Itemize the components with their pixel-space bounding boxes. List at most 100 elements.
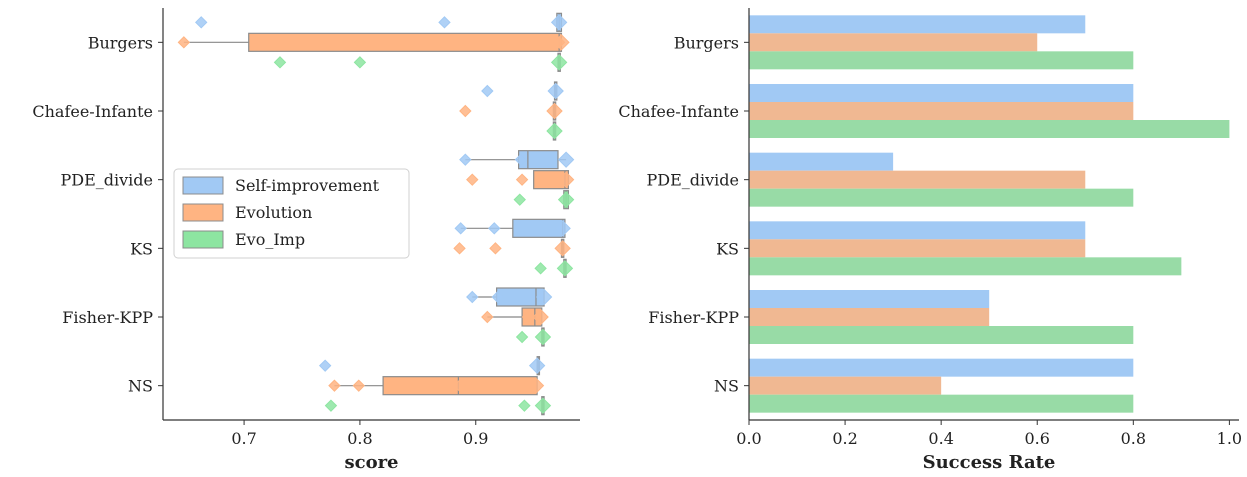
- box-data-point: [177, 36, 191, 49]
- bar-series-evolution: [749, 33, 1134, 395]
- box-data-point: [353, 56, 367, 69]
- box-body: [248, 32, 563, 52]
- box-data-point: [489, 242, 502, 255]
- bar-evo-imp-fisher-kpp: [749, 326, 1134, 344]
- box-data-point: [535, 288, 553, 306]
- box-evo-imp-fisher-kpp: [515, 327, 552, 347]
- bar-self-improvement-ks: [749, 221, 1086, 240]
- left-category-label-pde-divide: PDE_divide: [61, 171, 154, 190]
- legend-label-evo-imp: Evo_Imp: [235, 230, 305, 249]
- bar-self-improvement-burgers: [749, 15, 1086, 34]
- bar-series-evo-imp: [749, 51, 1230, 413]
- bar-self-improvement-ns: [749, 358, 1134, 377]
- box-data-point: [453, 242, 466, 255]
- right-x-tick-label: 1.0: [1217, 429, 1242, 448]
- box-data-point: [515, 330, 529, 344]
- right-category-label-fisher-kpp: Fisher-KPP: [648, 308, 739, 327]
- box-data-point: [273, 56, 287, 69]
- box-data-point: [528, 357, 546, 374]
- bar-evolution-ns: [749, 376, 942, 395]
- box-data-point: [352, 379, 365, 392]
- box-data-point: [488, 222, 501, 235]
- bar-evo-imp-chafee-infante: [749, 120, 1230, 138]
- bar-self-improvement-fisher-kpp: [749, 290, 990, 308]
- box-data-point: [546, 102, 563, 120]
- box-data-point: [513, 193, 526, 206]
- legend-frame: [173, 168, 410, 259]
- left-x-tick-label: 0.8: [347, 429, 372, 448]
- legend-label-evolution: Evolution: [235, 203, 312, 222]
- box-data-point: [438, 16, 451, 29]
- box-evo-imp-burgers: [273, 52, 568, 72]
- box-data-point: [534, 397, 552, 414]
- left-category-label-ks: KS: [130, 239, 153, 258]
- box-data-point: [534, 262, 547, 275]
- box-evolution-burgers: [177, 32, 570, 52]
- box-evo-imp-ns: [324, 396, 552, 416]
- right-category-label-pde-divide: PDE_divide: [647, 171, 740, 190]
- bar-evo-imp-pde-divide: [749, 188, 1134, 207]
- box-evolution-ns: [328, 376, 545, 396]
- score-boxplot-chart: 0.7 0.8 0.9 score Burgers Chafee-Infante PDE_d…: [32, 8, 580, 473]
- right-x-tick-label: 0.2: [832, 429, 857, 448]
- box-self-improvement-fisher-kpp: [466, 287, 553, 307]
- success-rate-bar-chart: 0.0 0.2 0.4 0.6 0.8 1.0 Success Rate Burgers Cha…: [618, 8, 1242, 473]
- legend-swatch-self-improvement: [182, 176, 224, 195]
- box-data-point: [481, 84, 494, 98]
- box-data-point: [515, 173, 529, 186]
- box-data-point: [534, 328, 552, 346]
- box-data-point: [557, 171, 575, 188]
- box-series-self-improvement: [195, 12, 575, 376]
- box-evo-imp-pde-divide: [513, 190, 575, 210]
- box-data-point: [521, 310, 535, 324]
- box-data-point: [459, 153, 472, 166]
- left-x-tick-label: 0.9: [463, 429, 488, 448]
- box-data-point: [546, 122, 563, 140]
- box-data-point: [554, 220, 571, 237]
- box-data-point: [554, 240, 571, 257]
- box-data-point: [527, 377, 545, 394]
- right-x-tick-label: 0.0: [736, 429, 761, 448]
- left-category-label-fisher-kpp: Fisher-KPP: [62, 308, 153, 327]
- right-category-label-burgers: Burgers: [674, 33, 739, 52]
- bar-evo-imp-ns: [749, 394, 1134, 413]
- bar-evolution-ks: [749, 239, 1086, 258]
- box-self-improvement-burgers: [195, 12, 568, 32]
- box-series-evo-imp: [273, 52, 575, 416]
- bar-series-self-improvement: [749, 15, 1134, 377]
- box-data-point: [547, 82, 564, 100]
- box-data-point: [324, 399, 338, 412]
- box-data-point: [453, 379, 466, 392]
- left-category-label-burgers: Burgers: [88, 33, 153, 52]
- box-data-point: [466, 173, 479, 186]
- box-evo-imp-chafee-infante: [546, 121, 563, 141]
- right-category-label-ks: KS: [716, 239, 739, 258]
- box-data-point: [550, 14, 568, 31]
- box-data-point: [557, 191, 575, 208]
- bar-evolution-burgers: [749, 33, 1038, 52]
- left-category-label-ns: NS: [128, 377, 153, 396]
- box-evolution-chafee-infante: [459, 101, 563, 121]
- legend-label-self-improvement: Self-improvement: [235, 176, 380, 195]
- box-data-point: [481, 310, 494, 324]
- box-data-point: [318, 359, 332, 372]
- box-evo-imp-ks: [534, 258, 574, 278]
- left-x-tick-label: 0.7: [231, 429, 256, 448]
- right-x-tick-label: 0.4: [928, 429, 953, 448]
- legend: Self-improvement Evolution Evo_Imp: [173, 168, 410, 259]
- box-data-point: [195, 16, 208, 29]
- legend-swatch-evolution: [182, 203, 224, 222]
- box-evolution-fisher-kpp: [481, 307, 549, 327]
- bar-evo-imp-burgers: [749, 51, 1134, 70]
- box-data-point: [557, 151, 575, 168]
- box-data-point: [491, 290, 504, 304]
- box-data-point: [553, 34, 570, 51]
- bar-self-improvement-pde-divide: [749, 152, 894, 171]
- box-self-improvement-ns: [318, 356, 546, 376]
- box-data-point: [532, 308, 549, 326]
- box-self-improvement-pde-divide: [459, 150, 575, 170]
- box-data-point: [328, 379, 341, 392]
- bar-evolution-fisher-kpp: [749, 308, 990, 326]
